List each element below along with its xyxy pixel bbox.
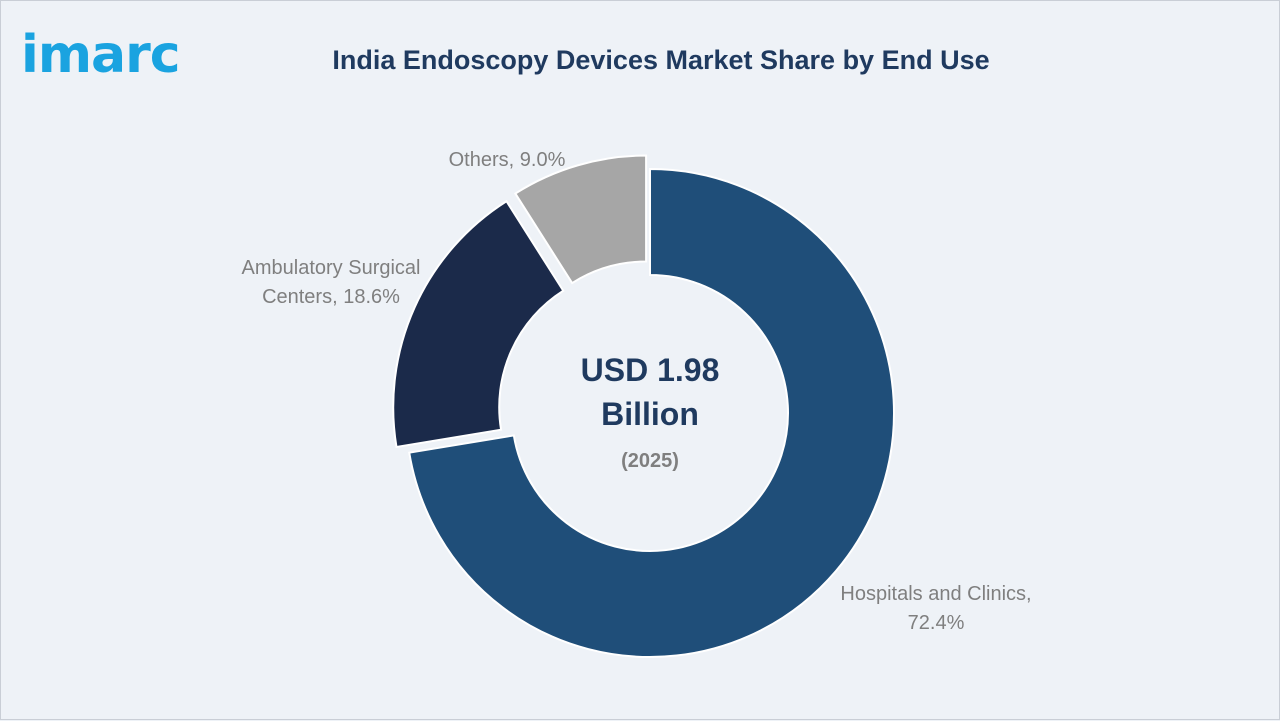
label-ambulatory-line1: Ambulatory Surgical	[242, 257, 421, 279]
center-value-line1: USD 1.98	[581, 352, 720, 388]
slice-hospitals-and-clinics	[408, 167, 895, 658]
slice-ambulatory-surgical-centers	[392, 199, 565, 449]
label-ambulatory-line2: Centers, 18.6%	[262, 286, 400, 308]
slice-others	[513, 154, 648, 285]
center-year: (2025)	[621, 450, 679, 472]
label-hospitals-value: 72.4%	[908, 612, 965, 634]
label-others: Others, 9.0%	[449, 149, 566, 171]
imarc-logo: imarc	[21, 25, 181, 85]
chart-title: India Endoscopy Devices Market Share by …	[332, 45, 990, 75]
label-hospitals-line1: Hospitals and Clinics,	[840, 583, 1031, 605]
center-value-line2: Billion	[601, 396, 699, 432]
